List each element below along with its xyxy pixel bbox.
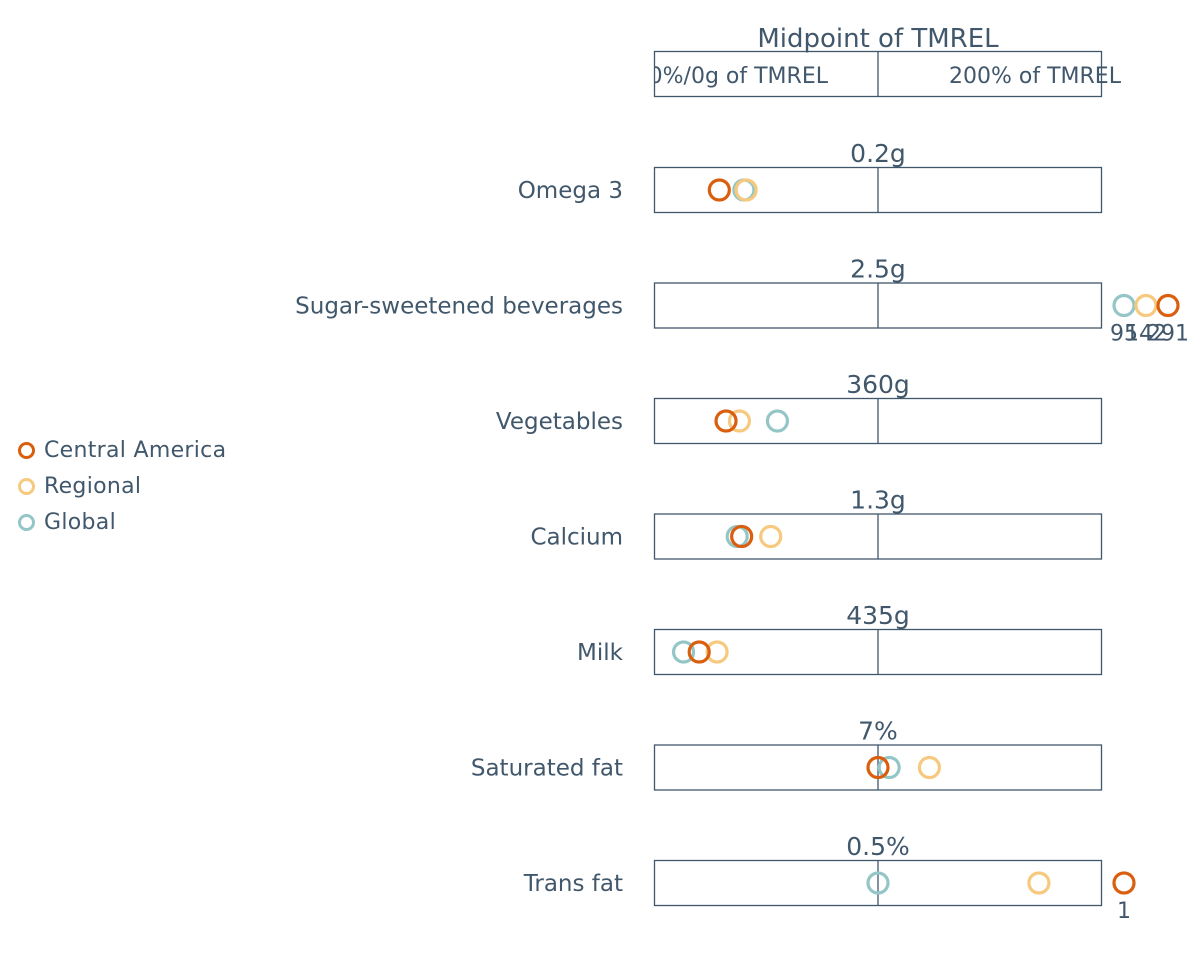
legend-swatch-regional [18,477,35,495]
row-omega-3: Omega 3 0.2g [518,139,1103,214]
row-milk: Milk 435g [577,601,1103,676]
point-regional [727,409,752,433]
legend-item-global: Global [18,504,226,540]
row-calcium: Calcium 1.3g [530,486,1103,560]
row-label: Omega 3 [518,178,623,204]
point-central-america [866,755,890,780]
legend-item-regional: Regional [18,468,226,504]
tmrel-header: Midpoint of TMREL 0%/0g of TMREL 200% of… [649,24,1122,98]
legend-item-central-america: Central America [18,432,226,468]
tmrel-value-label: 360g [846,370,910,399]
legend: Central America Regional Global [18,432,226,540]
overflow-value-label: 1 [1117,899,1131,924]
tmrel-value-label: 1.3g [850,486,906,515]
point-central-america [714,409,738,433]
chart-rows: Omega 3 0.2g Sugar-sweetened beverages 2.5g… [295,139,1189,924]
row-label: Sugar-sweetened beverages [295,294,623,320]
legend-swatch-global [18,513,35,531]
row-vegetables: Vegetables 360g [496,370,1103,445]
row-label: Milk [577,640,624,666]
point-regional [759,524,783,549]
point-regional [734,178,758,202]
point-regional [705,640,729,664]
point-central-america [1112,871,1136,895]
point-central-america [730,524,754,549]
header-left-label: 0%/0g of TMREL [649,64,829,89]
legend-swatch-central-america [18,441,35,459]
tmrel-value-label: 2.5g [850,255,906,284]
chart-title: Midpoint of TMREL [757,24,999,54]
tmrel-value-label: 435g [846,601,910,630]
overflow-value-label: 291 [1147,322,1189,347]
point-global [1112,293,1136,318]
overflow-value-label: 95 [1110,322,1138,347]
legend-label: Central America [44,437,227,463]
legend-label: Global [44,509,116,535]
overflow-value-label: 142 [1125,322,1167,347]
row-label: Trans fat [523,871,623,897]
tmrel-value-label: 7% [858,717,898,746]
row-label: Saturated fat [471,756,623,782]
point-central-america [687,640,711,664]
row-label: Vegetables [496,409,623,435]
tmrel-value-label: 0.5% [846,832,910,861]
tmrel-value-label: 0.2g [850,139,906,168]
point-central-america [1156,293,1180,318]
point-global [866,871,890,895]
point-regional [1134,293,1158,318]
header-right-label: 200% of TMREL [949,64,1122,89]
point-global [765,409,790,433]
legend-label: Regional [44,473,142,499]
point-central-america [707,178,731,202]
point-global [671,640,696,664]
point-global [877,755,901,780]
row-label: Calcium [530,525,623,551]
row-trans-fat: Trans fat 0.5% 1 [523,832,1136,924]
point-regional [1027,871,1051,895]
row-saturated-fat: Saturated fat 7% [471,717,1103,791]
point-regional [917,755,942,780]
